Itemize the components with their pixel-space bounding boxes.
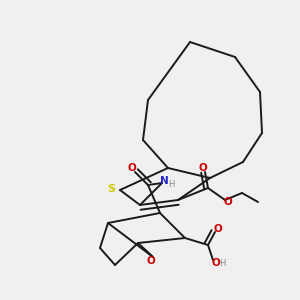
Text: O: O xyxy=(128,164,136,173)
Text: O: O xyxy=(211,258,220,268)
Text: H: H xyxy=(219,259,226,268)
Text: S: S xyxy=(108,184,116,194)
Text: O: O xyxy=(146,256,155,266)
Text: O: O xyxy=(224,197,232,207)
Text: O: O xyxy=(198,163,207,173)
Text: N: N xyxy=(160,176,169,187)
Text: O: O xyxy=(213,224,222,234)
Text: H: H xyxy=(168,180,175,189)
